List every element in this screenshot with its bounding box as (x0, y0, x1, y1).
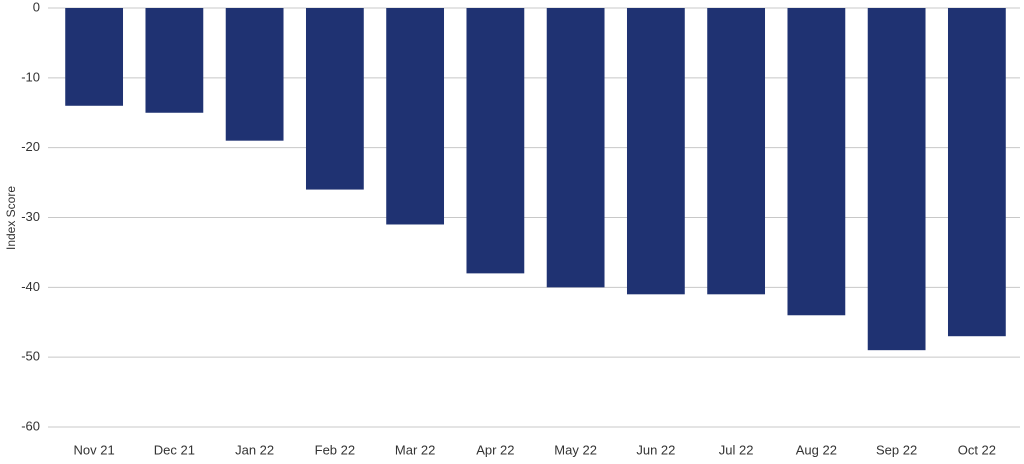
x-tick-label: Dec 21 (154, 442, 195, 457)
y-tick-label: -50 (21, 349, 40, 364)
bar (626, 8, 685, 295)
x-tick-label: May 22 (554, 442, 597, 457)
bar (867, 8, 926, 351)
x-tick-label: Sep 22 (876, 442, 917, 457)
bar (65, 8, 124, 106)
bar (546, 8, 605, 288)
x-tick-label: Jun 22 (636, 442, 675, 457)
bar (225, 8, 284, 141)
y-tick-label: -20 (21, 139, 40, 154)
x-tick-label: Jan 22 (235, 442, 274, 457)
bar (947, 8, 1006, 337)
x-tick-label: Feb 22 (315, 442, 355, 457)
y-axis-label: Index Score (4, 186, 18, 250)
y-tick-label: -40 (21, 279, 40, 294)
y-tick-label: 0 (33, 0, 40, 14)
x-tick-label: Mar 22 (395, 442, 435, 457)
bar (787, 8, 846, 316)
x-tick-label: Aug 22 (796, 442, 837, 457)
bar (466, 8, 525, 274)
bar (145, 8, 204, 113)
bar (386, 8, 445, 225)
bar (305, 8, 364, 190)
bar (707, 8, 766, 295)
x-tick-label: Nov 21 (74, 442, 115, 457)
y-tick-label: -10 (21, 69, 40, 84)
y-tick-label: -30 (21, 209, 40, 224)
x-tick-label: Apr 22 (476, 442, 514, 457)
y-tick-label: -60 (21, 418, 40, 433)
x-tick-label: Oct 22 (958, 442, 996, 457)
x-tick-label: Jul 22 (719, 442, 754, 457)
